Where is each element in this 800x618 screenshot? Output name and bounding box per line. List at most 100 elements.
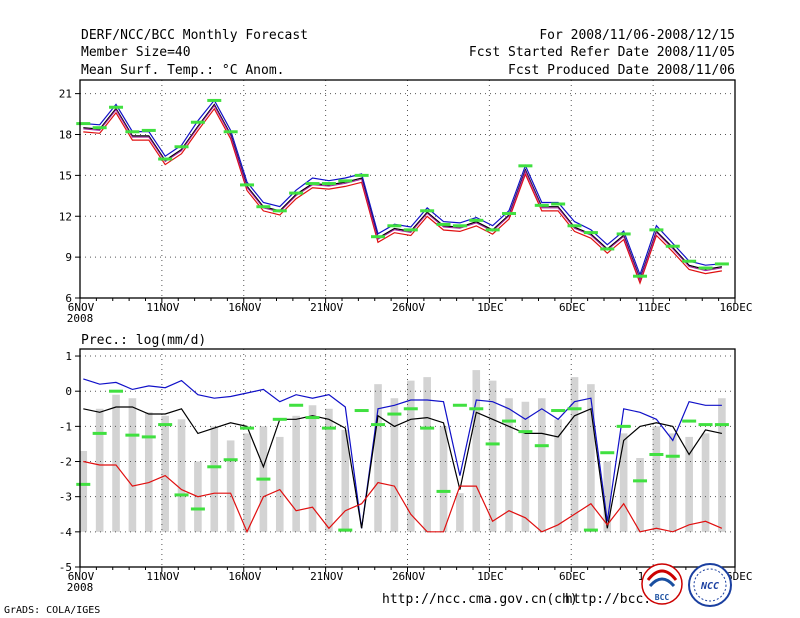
- precip-bar: [652, 426, 661, 532]
- observed-marker: [600, 451, 615, 455]
- observed-marker: [256, 205, 271, 209]
- x-tick-label: 6NOV: [68, 301, 95, 314]
- observed-marker: [649, 452, 664, 456]
- observed-marker: [190, 120, 205, 124]
- observed-marker: [289, 403, 304, 407]
- observed-marker: [698, 266, 713, 270]
- precip-bar: [554, 419, 562, 532]
- temperature-panel: 6 9 12 15 18 21 6NOV 11NOV 16NOV 21NOV 26NOV 1DEC 6D…: [59, 79, 753, 325]
- observed-marker: [141, 128, 156, 132]
- observed-marker: [387, 412, 402, 416]
- precip-bar: [456, 493, 464, 532]
- series-line-lower: [83, 107, 722, 285]
- observed-marker: [682, 259, 697, 263]
- precip-bar: [472, 370, 481, 532]
- observed-marker: [76, 122, 91, 126]
- observed-marker: [125, 433, 140, 437]
- precip-bar: [521, 401, 530, 532]
- observed-marker: [518, 430, 533, 434]
- precip-bar: [161, 415, 169, 532]
- precip-bar: [95, 408, 104, 532]
- series-line-ensemble: [83, 104, 722, 282]
- observed-marker: [485, 228, 500, 232]
- y-tick-label: 18: [59, 129, 72, 142]
- series-line-lower: [83, 460, 723, 534]
- observed-marker: [469, 218, 484, 222]
- x-tick-label: 1DEC: [477, 570, 504, 583]
- precip-bar: [243, 433, 251, 532]
- year-label: 2008: [67, 581, 94, 594]
- observed-marker: [109, 389, 124, 393]
- precip-bar: [275, 436, 284, 532]
- bcc-logo-text: BCC: [655, 593, 670, 602]
- x-tick-label: 1DEC: [477, 301, 504, 314]
- observed-marker: [633, 479, 648, 483]
- refer-date: Fcst Started Refer Date 2008/11/05: [469, 45, 735, 60]
- observed-marker: [305, 416, 320, 420]
- x-tick-label: 26NOV: [392, 570, 425, 583]
- y-tick-label: 0: [65, 385, 72, 398]
- y-tick-label: 21: [59, 88, 72, 101]
- x-tick-label: 16DEC: [719, 301, 752, 314]
- x-tick-label: 11DEC: [638, 301, 671, 314]
- observed-marker: [272, 209, 287, 213]
- bcc-logo: BCC: [641, 563, 683, 605]
- ncc-url-link[interactable]: http://ncc.cma.gov.cn(ch): [382, 592, 578, 607]
- x-tick-label: 6DEC: [559, 570, 586, 583]
- produced-date: Fcst Produced Date 2008/11/06: [508, 63, 735, 78]
- observed-marker: [714, 423, 729, 427]
- observed-marker: [698, 423, 713, 427]
- precip-bar: [325, 408, 333, 532]
- forecast-period: For 2008/11/06-2008/12/15: [539, 28, 735, 43]
- precip-bar: [668, 433, 677, 532]
- observed-marker: [649, 228, 664, 232]
- precip-bar: [423, 377, 431, 532]
- observed-marker: [354, 173, 369, 177]
- observed-marker: [583, 528, 598, 532]
- observed-marker: [125, 130, 140, 134]
- observed-marker: [485, 442, 500, 446]
- x-tick-label: 26NOV: [392, 301, 425, 314]
- observed-marker: [420, 209, 435, 213]
- precip-bar: [619, 433, 628, 532]
- observed-marker: [321, 426, 336, 430]
- y-tick-label: 9: [65, 251, 72, 264]
- precip-bar: [390, 398, 399, 532]
- observed-marker: [682, 419, 697, 423]
- year-label: 2008: [67, 312, 94, 325]
- observed-marker: [174, 145, 189, 149]
- observed-marker: [534, 203, 549, 207]
- y-tick-label: 1: [65, 350, 72, 363]
- observed-marker: [665, 244, 680, 248]
- y-tick-label: -4: [59, 526, 73, 539]
- observed-marker: [190, 507, 205, 511]
- observed-marker: [321, 182, 336, 186]
- y-tick-label: -1: [59, 420, 72, 433]
- precip-variable-label: Prec.: log(mm/d): [81, 333, 206, 348]
- bcc-url-link[interactable]: http://bcc.c: [565, 592, 659, 607]
- x-tick-label: 16NOV: [228, 301, 261, 314]
- series-line-upper: [83, 378, 722, 529]
- precip-bar: [308, 405, 317, 532]
- observed-marker: [338, 528, 353, 532]
- x-tick-label: 21NOV: [310, 570, 343, 583]
- observed-marker: [502, 212, 517, 216]
- observed-marker: [371, 423, 386, 427]
- observed-marker: [158, 157, 173, 161]
- observed-marker: [633, 274, 648, 278]
- observed-marker: [158, 423, 173, 427]
- precip-bar: [341, 429, 350, 532]
- observed-marker: [600, 247, 615, 251]
- observed-marker: [567, 407, 582, 411]
- observed-marker: [76, 482, 91, 486]
- figure-title: DERF/NCC/BCC Monthly Forecast: [81, 28, 308, 43]
- observed-marker: [502, 419, 517, 423]
- observed-marker: [207, 465, 222, 469]
- observed-marker: [616, 232, 631, 236]
- observed-marker: [665, 454, 680, 458]
- observed-marker: [403, 407, 418, 411]
- y-tick-label: -5: [59, 561, 72, 574]
- observed-marker: [256, 477, 271, 481]
